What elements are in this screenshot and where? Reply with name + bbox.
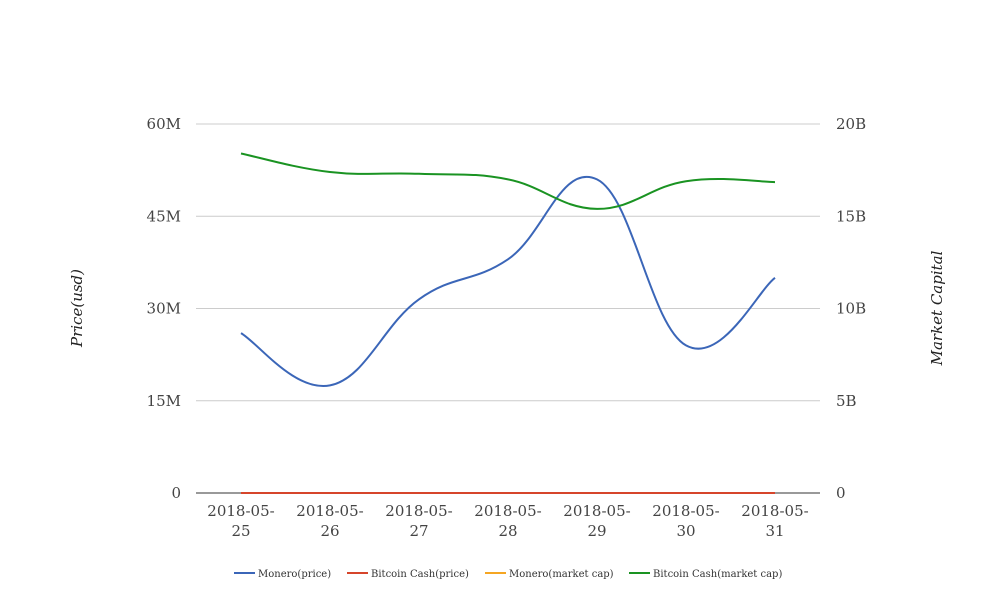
y-left-tick-label: 30M: [147, 300, 181, 318]
y-left-axis-title: Price(usd): [68, 269, 86, 348]
legend-label: Monero(price): [258, 569, 331, 580]
y-left-tick-label: 15M: [147, 392, 181, 410]
y-left-tick-label: 45M: [147, 207, 181, 225]
series-lines: [240, 152, 776, 495]
series-line-monero-price: [240, 175, 776, 387]
y-right-tick-labels: 0 5B 10B 15B 20B: [836, 115, 866, 502]
y-left-tick-labels: 0 15M 30M 45M 60M: [147, 115, 181, 502]
legend: Monero(price) Bitcoin Cash(price) Monero(m…: [234, 569, 782, 580]
legend-label: Bitcoin Cash(market cap): [653, 569, 782, 580]
x-tick-label: 2018-05-31: [741, 502, 808, 540]
y-left-tick-label: 0: [171, 484, 181, 502]
x-tick-label: 2018-05-28: [474, 502, 541, 540]
x-tick-label: 2018-05-27: [385, 502, 452, 540]
y-left-tick-label: 60M: [147, 115, 181, 133]
y-right-tick-label: 0: [836, 484, 846, 502]
y-right-tick-label: 10B: [836, 300, 866, 318]
y-right-tick-label: 15B: [836, 207, 866, 225]
legend-label: Bitcoin Cash(price): [371, 569, 469, 580]
y-right-axis-title: Market Capital: [928, 250, 946, 366]
x-tick-label: 2018-05-30: [652, 502, 719, 540]
y-right-tick-label: 5B: [836, 392, 857, 410]
series-line-bitcoin-cash-market-cap: [240, 152, 776, 210]
x-tick-label: 2018-05-29: [563, 502, 630, 540]
x-tick-labels: 2018-05-25 2018-05-26 2018-05-27 2018-05-28…: [207, 502, 808, 540]
y-right-tick-label: 20B: [836, 115, 866, 133]
x-tick-label: 2018-05-26: [296, 502, 363, 540]
legend-label: Monero(market cap): [509, 569, 614, 580]
x-tick-label: 2018-05-25: [207, 502, 274, 540]
